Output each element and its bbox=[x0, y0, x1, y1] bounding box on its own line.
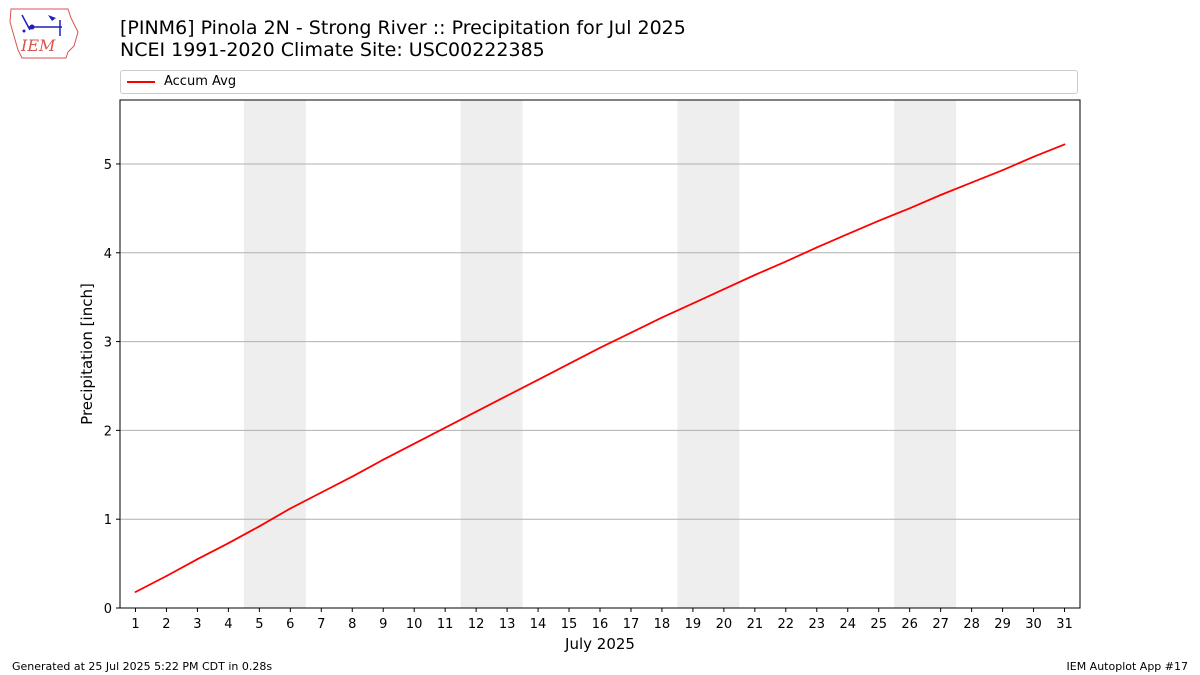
x-tick-label-3: 3 bbox=[193, 617, 201, 632]
data-point-day-29 bbox=[1001, 169, 1004, 172]
data-point-day-15 bbox=[568, 362, 570, 365]
x-tick-label-19: 19 bbox=[685, 617, 702, 632]
data-point-day-14 bbox=[537, 378, 539, 381]
weekend-band-3 bbox=[677, 100, 740, 608]
data-point-day-21 bbox=[753, 274, 756, 276]
plot-frame bbox=[119, 99, 1081, 609]
x-tick-label-8: 8 bbox=[348, 617, 356, 632]
x-axis-label: July 2025 bbox=[564, 635, 635, 653]
weekend-band-4 bbox=[894, 100, 957, 608]
y-tick-label-5: 5 bbox=[104, 158, 112, 173]
data-point-day-23 bbox=[815, 246, 818, 249]
data-point-day-5 bbox=[258, 525, 261, 528]
data-point-day-1 bbox=[134, 591, 137, 593]
chart-subtitle: NCEI 1991-2020 Climate Site: USC00222385 bbox=[120, 39, 545, 61]
x-tick-label-14: 14 bbox=[530, 617, 547, 632]
y-tick-label-4: 4 bbox=[104, 247, 112, 262]
x-tick-label-4: 4 bbox=[224, 617, 232, 632]
data-point-day-16 bbox=[599, 346, 601, 349]
footer-generated-text: Generated at 25 Jul 2025 5:22 PM CDT in … bbox=[12, 660, 273, 673]
series-line-accum-avg bbox=[135, 143, 1065, 593]
x-tick-label-1: 1 bbox=[131, 617, 139, 632]
y-tick-label-3: 3 bbox=[104, 336, 112, 351]
data-point-day-20 bbox=[722, 288, 725, 291]
x-tick-label-9: 9 bbox=[379, 617, 387, 632]
y-tick-label-0: 0 bbox=[104, 602, 112, 617]
data-point-day-12 bbox=[475, 410, 478, 413]
data-point-day-31 bbox=[1063, 143, 1066, 146]
data-point-day-28 bbox=[970, 181, 973, 184]
y-tick-label-2: 2 bbox=[104, 424, 112, 439]
x-tick-label-30: 30 bbox=[1025, 617, 1042, 632]
footer-app-text: IEM Autoplot App #17 bbox=[1066, 660, 1189, 673]
x-tick-label-31: 31 bbox=[1056, 617, 1073, 632]
x-tick-label-24: 24 bbox=[839, 617, 856, 632]
data-point-day-6 bbox=[289, 507, 292, 510]
data-point-day-3 bbox=[196, 558, 199, 561]
x-tick-label-26: 26 bbox=[901, 617, 918, 632]
data-point-day-7 bbox=[320, 491, 323, 494]
y-axis-label: Precipitation [inch] bbox=[78, 283, 96, 425]
iem-logo: IEM bbox=[9, 8, 79, 59]
y-tick-label-1: 1 bbox=[104, 513, 112, 528]
legend: Accum Avg bbox=[120, 70, 1078, 94]
x-tick-label-13: 13 bbox=[499, 617, 516, 632]
x-tick-label-22: 22 bbox=[778, 617, 795, 632]
data-point-day-11 bbox=[444, 426, 447, 429]
weekend-band-1 bbox=[243, 100, 306, 608]
x-tick-label-11: 11 bbox=[437, 617, 454, 632]
weekend-band-2 bbox=[460, 100, 523, 608]
data-point-day-10 bbox=[413, 442, 416, 445]
x-tick-label-29: 29 bbox=[994, 617, 1011, 632]
x-tick-label-27: 27 bbox=[932, 617, 949, 632]
data-point-day-4 bbox=[227, 542, 230, 545]
data-point-day-18 bbox=[661, 316, 663, 319]
x-tick-label-23: 23 bbox=[809, 617, 826, 632]
data-point-day-8 bbox=[351, 475, 354, 478]
data-point-day-24 bbox=[846, 233, 849, 236]
x-tick-label-28: 28 bbox=[963, 617, 980, 632]
data-point-day-2 bbox=[165, 575, 168, 577]
x-tick-label-20: 20 bbox=[716, 617, 733, 632]
x-tick-label-2: 2 bbox=[162, 617, 170, 632]
x-tick-label-10: 10 bbox=[406, 617, 423, 632]
x-tick-label-18: 18 bbox=[654, 617, 671, 632]
x-tick-label-25: 25 bbox=[870, 617, 887, 632]
data-point-day-30 bbox=[1032, 155, 1035, 158]
data-point-day-13 bbox=[506, 394, 508, 397]
data-point-day-25 bbox=[877, 219, 880, 222]
chart-title: [PINM6] Pinola 2N - Strong River :: Prec… bbox=[120, 17, 686, 39]
x-tick-label-15: 15 bbox=[561, 617, 578, 632]
data-point-day-17 bbox=[630, 331, 632, 334]
data-point-day-22 bbox=[784, 260, 787, 263]
x-tick-label-5: 5 bbox=[255, 617, 263, 632]
legend-swatch-accum-avg bbox=[127, 81, 155, 83]
x-tick-label-7: 7 bbox=[317, 617, 325, 632]
svg-text:IEM: IEM bbox=[20, 36, 56, 55]
legend-label-accum-avg: Accum Avg bbox=[164, 74, 237, 89]
x-tick-label-17: 17 bbox=[623, 617, 640, 632]
data-point-day-9 bbox=[382, 458, 385, 461]
x-tick-label-16: 16 bbox=[592, 617, 609, 632]
data-point-day-19 bbox=[692, 302, 694, 305]
x-tick-label-6: 6 bbox=[286, 617, 294, 632]
x-tick-label-12: 12 bbox=[468, 617, 485, 632]
x-tick-label-21: 21 bbox=[747, 617, 764, 632]
data-point-day-26 bbox=[908, 207, 911, 210]
data-point-day-27 bbox=[939, 194, 942, 196]
